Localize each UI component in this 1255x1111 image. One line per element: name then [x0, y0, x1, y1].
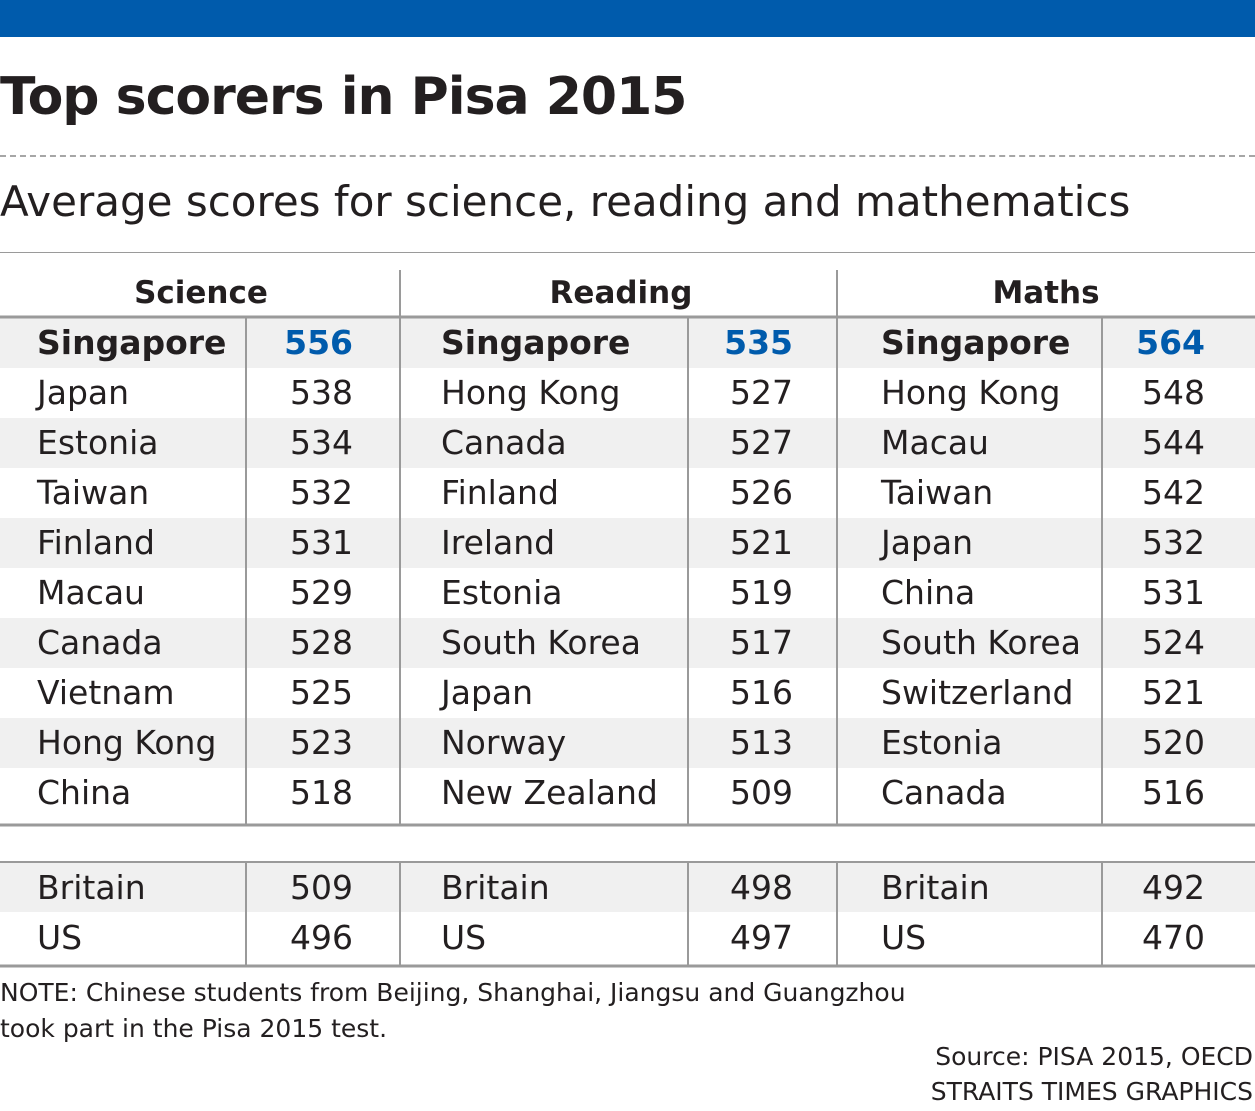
science-score-8: 525 [290, 673, 353, 712]
science-score-9: 523 [290, 723, 353, 762]
maths-score-7: 524 [1142, 623, 1205, 662]
reading-country-3: Canada [441, 423, 567, 462]
maths-other-score-2: 470 [1142, 918, 1205, 957]
science-other-country-2: US [37, 918, 82, 957]
reading-score-1: 535 [724, 323, 793, 362]
reading-score-3: 527 [730, 423, 793, 462]
maths-score-3: 544 [1142, 423, 1205, 462]
science-score-6: 529 [290, 573, 353, 612]
maths-score-2: 548 [1142, 373, 1205, 412]
credit-line: STRAITS TIMES GRAPHICS [930, 1077, 1253, 1106]
maths-country-1: Singapore [881, 323, 1070, 362]
maths-other-country-1: Britain [881, 868, 990, 907]
reading-country-2: Hong Kong [441, 373, 620, 412]
title-divider [0, 155, 1255, 157]
maths-score-4: 542 [1142, 473, 1205, 512]
reading-other-country-2: US [441, 918, 486, 957]
maths-score-8: 521 [1142, 673, 1205, 712]
reading-country-4: Finland [441, 473, 559, 512]
science-score-1: 556 [284, 323, 353, 362]
science-score-5: 531 [290, 523, 353, 562]
reading-other-score-2: 497 [730, 918, 793, 957]
row-stripe [0, 518, 1255, 568]
maths-country-8: Switzerland [881, 673, 1074, 712]
science-score-2: 538 [290, 373, 353, 412]
maths-country-2: Hong Kong [881, 373, 1060, 412]
science-country-1: Singapore [37, 323, 226, 362]
footnote-line-1: NOTE: Chinese students from Beijing, Sha… [0, 978, 906, 1007]
science-country-4: Taiwan [36, 473, 149, 512]
science-score-10: 518 [290, 773, 353, 812]
footnote: NOTE: Chinese students from Beijing, Sha… [0, 975, 1000, 1047]
row-stripe [0, 718, 1255, 768]
reading-country-8: Japan [439, 673, 533, 712]
science-score-4: 532 [290, 473, 353, 512]
science-country-10: China [37, 773, 131, 812]
column-header-maths: Maths [992, 275, 1099, 311]
science-country-5: Finland [37, 523, 155, 562]
reading-other-score-1: 498 [730, 868, 793, 907]
science-other-country-1: Britain [37, 868, 146, 907]
reading-country-1: Singapore [441, 323, 630, 362]
science-country-3: Estonia [37, 423, 158, 462]
science-score-3: 534 [290, 423, 353, 462]
maths-other-country-2: US [881, 918, 926, 957]
maths-country-7: South Korea [881, 623, 1081, 662]
science-country-2: Japan [35, 373, 129, 412]
maths-country-9: Estonia [881, 723, 1002, 762]
reading-other-country-1: Britain [441, 868, 550, 907]
reading-country-7: South Korea [441, 623, 641, 662]
reading-score-2: 527 [730, 373, 793, 412]
top-accent-bar [0, 0, 1255, 37]
row-stripe [0, 618, 1255, 668]
reading-score-5: 521 [730, 523, 793, 562]
reading-score-8: 516 [730, 673, 793, 712]
reading-score-7: 517 [730, 623, 793, 662]
reading-score-6: 519 [730, 573, 793, 612]
science-other-score-1: 509 [290, 868, 353, 907]
reading-country-6: Estonia [441, 573, 562, 612]
reading-country-10: New Zealand [441, 773, 658, 812]
maths-country-6: China [881, 573, 975, 612]
column-header-science: Science [134, 275, 268, 311]
reading-score-4: 526 [730, 473, 793, 512]
chart-title: Top scorers in Pisa 2015 [0, 67, 687, 127]
science-country-9: Hong Kong [37, 723, 216, 762]
maths-country-5: Japan [879, 523, 973, 562]
row-stripe [0, 862, 1255, 912]
science-other-score-2: 496 [290, 918, 353, 957]
maths-score-6: 531 [1142, 573, 1205, 612]
subtitle-divider [0, 252, 1255, 253]
maths-other-score-1: 492 [1142, 868, 1205, 907]
source-credit: Source: PISA 2015, OECD STRAITS TIMES GR… [931, 1039, 1253, 1109]
maths-country-10: Canada [881, 773, 1007, 812]
row-stripe [0, 418, 1255, 468]
column-header-reading: Reading [550, 275, 693, 311]
source-line: Source: PISA 2015, OECD [935, 1042, 1253, 1071]
science-score-7: 528 [290, 623, 353, 662]
maths-score-1: 564 [1136, 323, 1205, 362]
maths-country-4: Taiwan [880, 473, 993, 512]
footnote-line-2: took part in the Pisa 2015 test. [0, 1014, 388, 1043]
science-country-6: Macau [37, 573, 145, 612]
chart-subtitle: Average scores for science, reading and … [0, 177, 1131, 226]
reading-country-9: Norway [441, 723, 566, 762]
maths-country-3: Macau [881, 423, 989, 462]
maths-score-5: 532 [1142, 523, 1205, 562]
reading-score-10: 509 [730, 773, 793, 812]
reading-country-5: Ireland [441, 523, 555, 562]
science-country-8: Vietnam [37, 673, 175, 712]
row-stripe [0, 318, 1255, 368]
maths-score-9: 520 [1142, 723, 1205, 762]
maths-score-10: 516 [1142, 773, 1205, 812]
science-country-7: Canada [37, 623, 163, 662]
reading-score-9: 513 [730, 723, 793, 762]
